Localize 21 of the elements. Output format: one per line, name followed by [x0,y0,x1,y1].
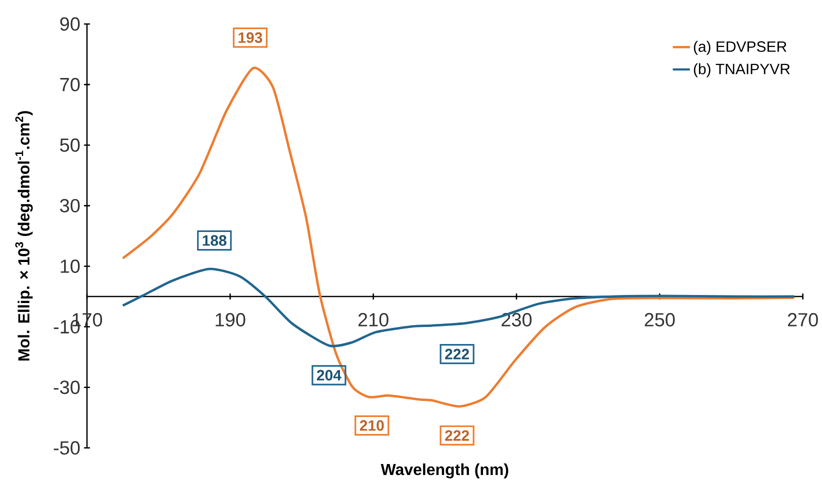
legend-label: (b) TNAIPYVR [694,63,790,78]
y-tick-label: 70 [60,78,80,92]
x-axis-title: Wavelength (nm) [380,463,508,478]
y-tick-label: 30 [60,198,80,212]
legend-label: (a) EDVPSER [694,40,786,55]
y-tick-label: 90 [60,17,80,31]
annotation: 204 [316,370,342,381]
annotation: 188 [202,235,226,246]
annotation: 222 [445,430,469,441]
y-axis-title: Mol. Ellip. × 10$^{3}$ (deg.dmol$^{-1}$.cm$^{2}$) [15,111,33,361]
y-tick-label: 50 [60,138,80,152]
x-tick-label: 270 [788,313,818,327]
annotation: 193 [238,32,262,43]
y-tick-label: 10 [60,260,80,273]
y-tick-label: -50 [54,441,80,455]
annotation: 210 [360,420,384,431]
x-tick-label: 210 [358,313,388,327]
x-tick-label: 250 [644,313,675,327]
annotation: 222 [445,348,469,360]
y-tick-label: -30 [54,380,80,394]
x-tick-label: 190 [216,313,246,327]
